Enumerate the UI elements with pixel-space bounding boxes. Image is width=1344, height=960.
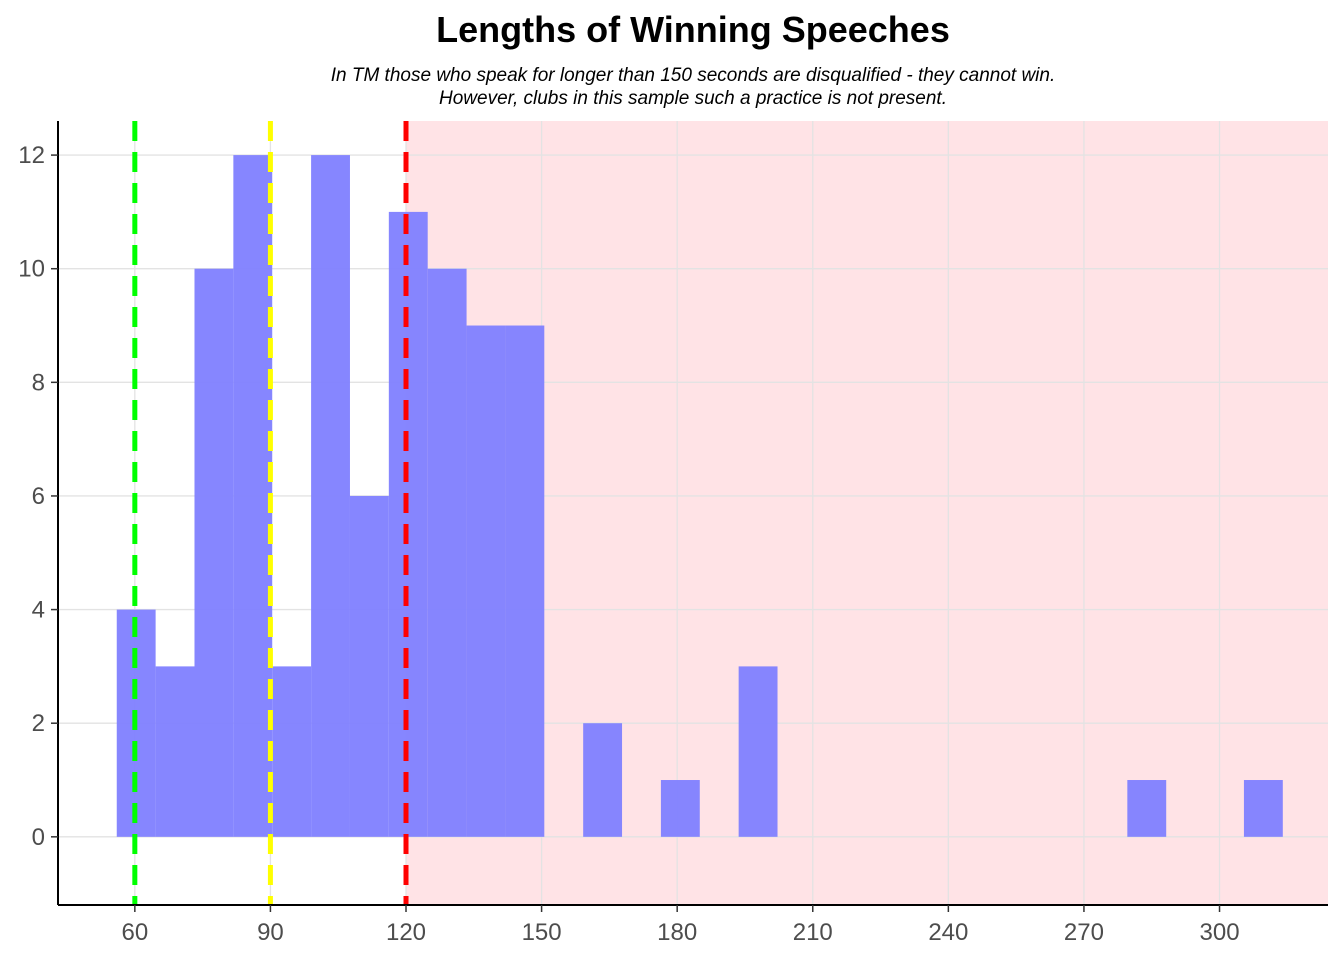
y-tick-label-10: 10 — [18, 256, 45, 283]
x-tick-label-150: 150 — [522, 919, 562, 946]
chart-subtitle-line-1: In TM those who speak for longer than 15… — [331, 65, 1056, 86]
histogram-bar-2 — [155, 666, 195, 837]
y-tick-label-8: 8 — [32, 369, 45, 396]
x-tick-label-90: 90 — [257, 919, 284, 946]
x-tick-label-120: 120 — [386, 919, 426, 946]
x-tick-label-270: 270 — [1064, 919, 1104, 946]
x-tick-label-300: 300 — [1200, 919, 1240, 946]
histogram-bar-3 — [194, 268, 234, 837]
histogram-bar-5 — [272, 666, 312, 837]
y-tick-label-6: 6 — [32, 483, 45, 510]
y-axis-ticks: 0 2 4 6 8 10 12 — [18, 142, 58, 851]
x-tick-label-210: 210 — [793, 919, 833, 946]
histogram-bar-4 — [233, 155, 273, 837]
shaded-region — [406, 121, 1329, 905]
y-tick-label-0: 0 — [32, 824, 45, 851]
x-tick-label-180: 180 — [657, 919, 697, 946]
disqualification-region — [406, 121, 1329, 905]
chart-title: Lengths of Winning Speeches — [436, 9, 950, 50]
histogram-bar-7 — [349, 495, 389, 837]
histogram-bar-6 — [311, 155, 350, 837]
histogram-bar-12 — [583, 723, 623, 837]
histogram-bar-15 — [1127, 780, 1167, 837]
x-tick-label-60: 60 — [121, 919, 148, 946]
x-tick-label-240: 240 — [928, 919, 968, 946]
y-tick-label-4: 4 — [32, 597, 45, 624]
histogram-bar-13 — [660, 780, 700, 837]
reference-lines — [132, 121, 409, 905]
histogram-bar-10 — [466, 325, 506, 837]
histogram-bars — [116, 155, 1283, 837]
histogram-bar-16 — [1243, 780, 1283, 837]
histogram-bar-14 — [738, 666, 778, 837]
histogram-bar-9 — [427, 268, 467, 837]
y-tick-label-12: 12 — [18, 142, 45, 169]
y-tick-label-2: 2 — [32, 710, 45, 737]
axes — [57, 121, 1328, 906]
chart-subtitle-line-2: However, clubs in this sample such a pra… — [439, 88, 947, 109]
histogram-bar-11 — [505, 325, 545, 837]
x-axis-ticks: 60 90 120 150 180 210 240 270 300 — [121, 905, 1240, 946]
